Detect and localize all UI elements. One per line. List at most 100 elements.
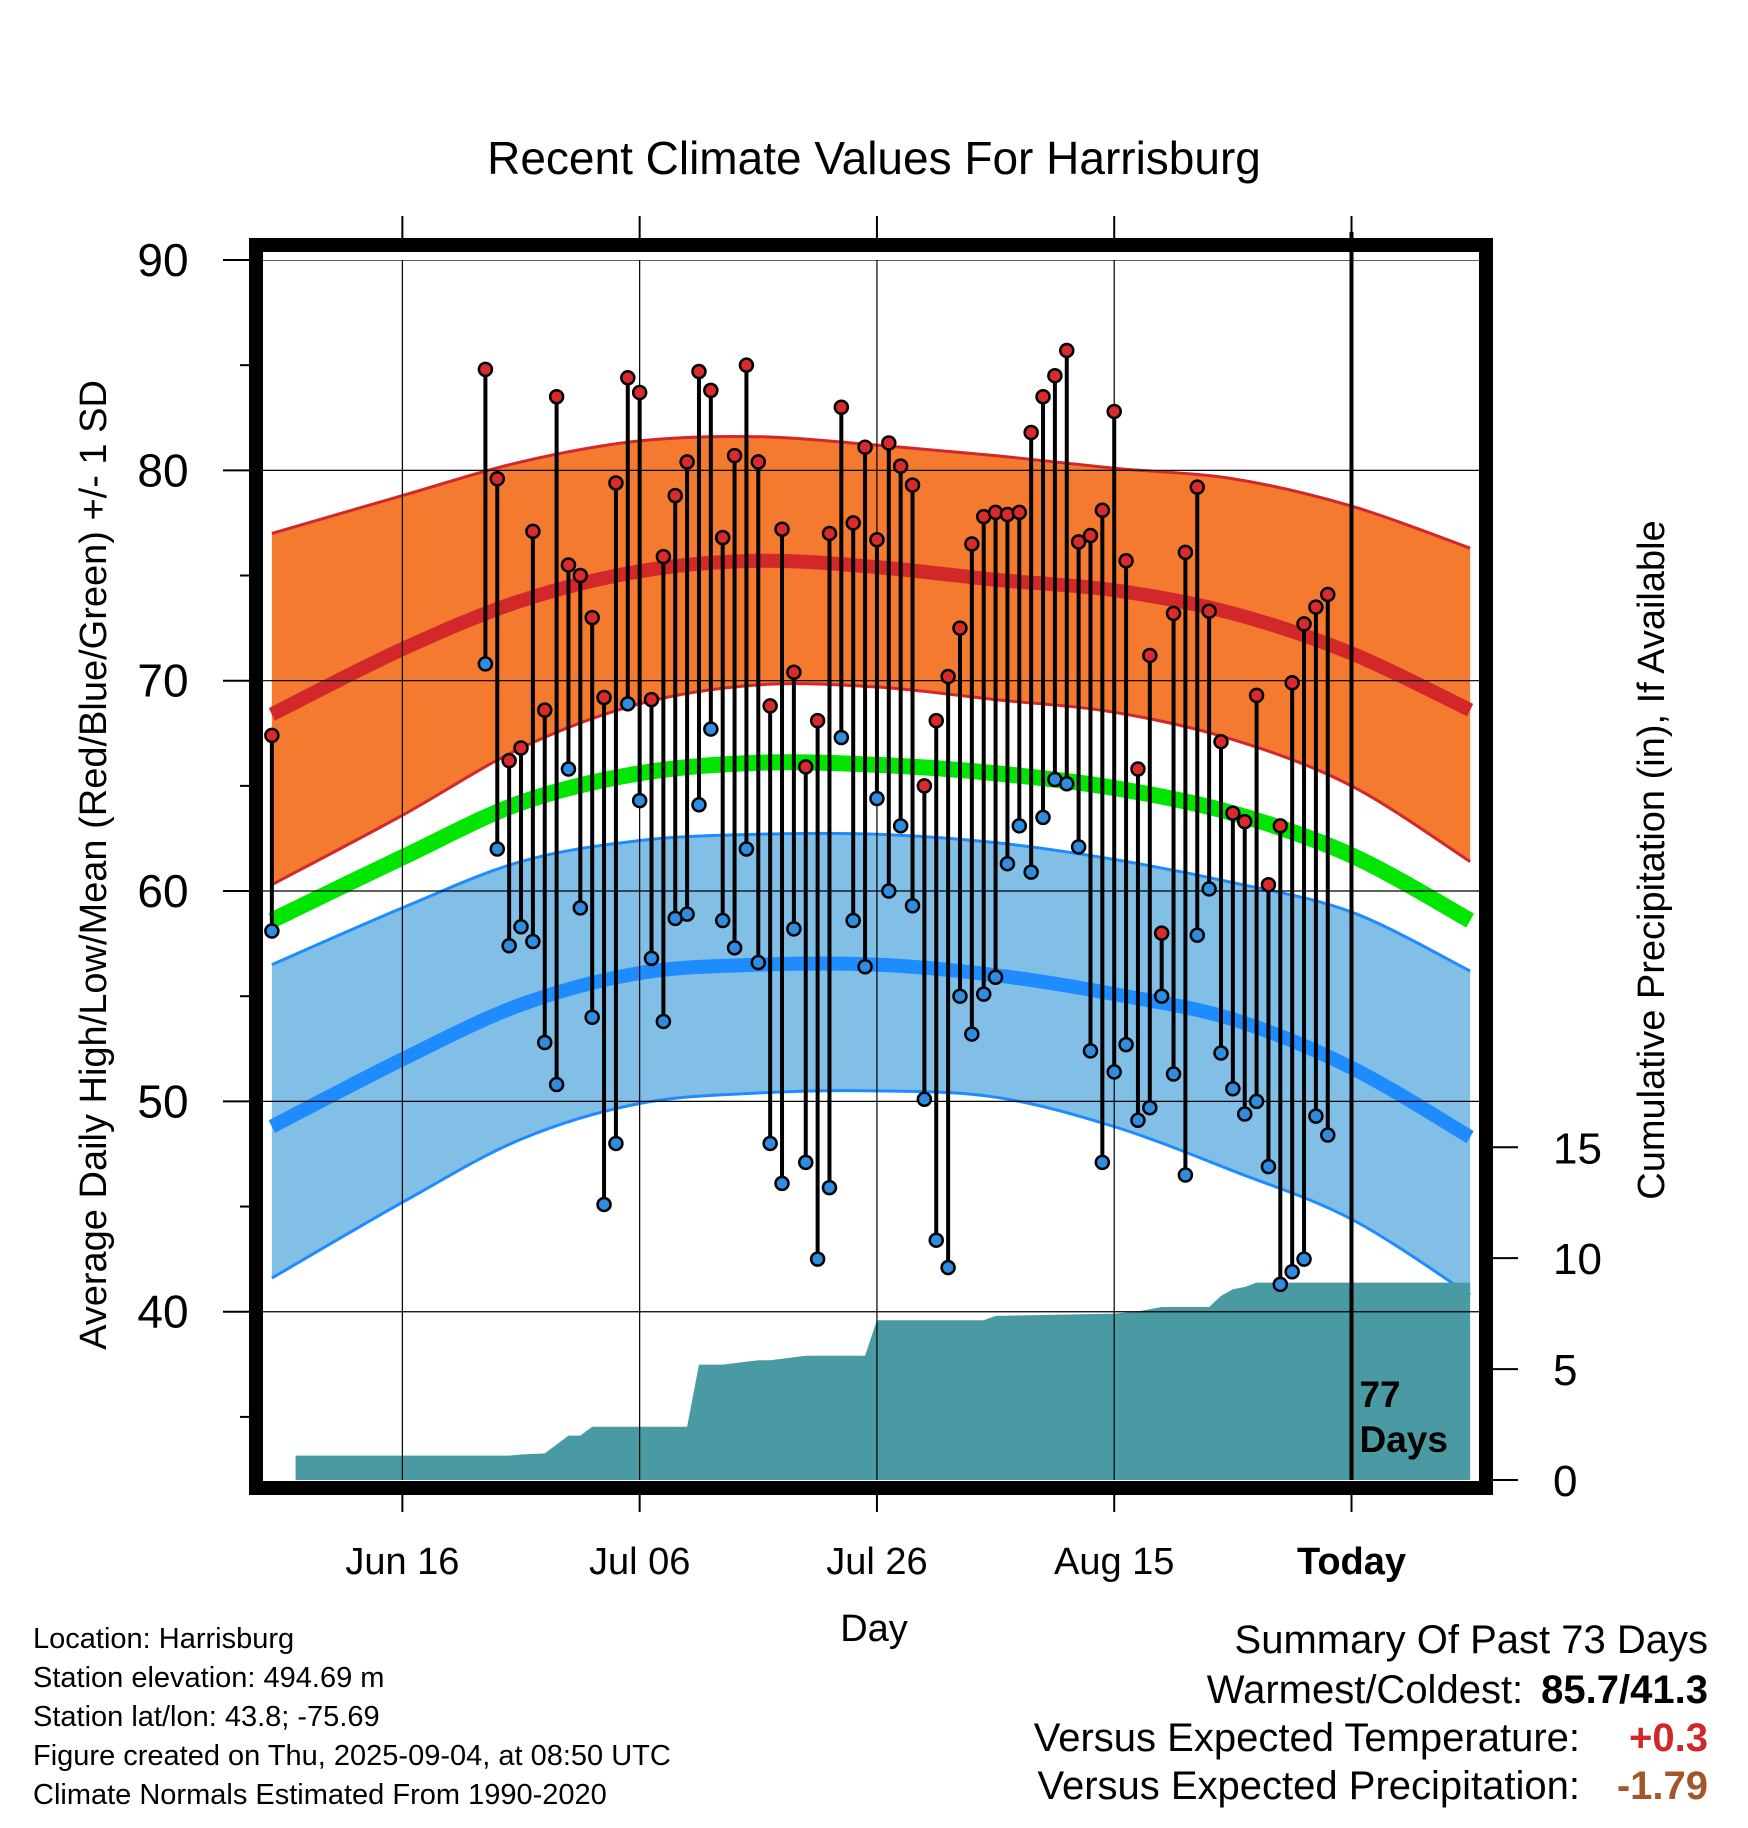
summary-heading: Summary Of Past 73 Days: [1234, 1618, 1708, 1662]
daily-high-point: [1296, 616, 1312, 632]
daily-low-point: [892, 818, 909, 834]
y-tick-label: 80: [137, 444, 188, 496]
daily-high-point: [1118, 553, 1134, 569]
y-tick-label: 90: [137, 234, 188, 286]
daily-low-point: [608, 1135, 624, 1152]
daily-high-point: [525, 523, 541, 540]
x-tick-label: Jul 26: [826, 1541, 927, 1583]
daily-low-point: [584, 1009, 600, 1025]
x-tick-label: Aug 15: [1054, 1541, 1174, 1583]
warmest-coldest-row: Warmest/Coldest: 85.7/41.3: [1034, 1666, 1708, 1714]
location-text: Location: Harrisburg: [33, 1623, 295, 1655]
cumulative-precip-area: [260, 1282, 1471, 1480]
latlon-text: Station lat/lon: 43.8; -75.69: [33, 1701, 380, 1733]
temp-anomaly-label: Versus Expected Temperature:: [1033, 1716, 1580, 1760]
daily-low-point: [738, 841, 755, 857]
daily-high-point: [821, 525, 838, 542]
daily-high-point: [1308, 599, 1324, 615]
daily-high-point: [857, 439, 873, 455]
daily-high-point: [1236, 813, 1253, 830]
daily-low-point: [869, 790, 885, 807]
daily-low-point: [1320, 1127, 1336, 1143]
daily-high-point: [1142, 647, 1158, 664]
daily-low-point: [821, 1179, 838, 1196]
x-axis-title: Day: [840, 1608, 908, 1650]
x-tick-label: Today: [1297, 1541, 1406, 1583]
daily-low-point: [940, 1259, 956, 1276]
chart-title: Recent Climate Values For Harrisburg: [487, 132, 1261, 184]
daily-high-point: [1260, 876, 1277, 893]
daily-high-point: [1272, 818, 1289, 834]
daily-high-point: [1165, 605, 1182, 622]
daily-low-point: [916, 1091, 933, 1108]
daily-low-point: [714, 912, 731, 929]
daily-high-point: [1059, 342, 1075, 359]
y2-tick-label: 15: [1553, 1124, 1602, 1173]
daily-low-point: [904, 898, 921, 914]
y2-axis-title: Cumulative Precipitation (in), If Availa…: [1631, 520, 1673, 1199]
daily-high-point: [1082, 527, 1099, 544]
daily-low-point: [1035, 809, 1051, 826]
daily-low-point: [489, 841, 506, 857]
daily-high-point: [264, 727, 280, 744]
daily-low-point: [655, 1013, 672, 1030]
daily-low-point: [1130, 1112, 1146, 1129]
daily-low-point: [833, 729, 850, 746]
days-count-label: 77: [1359, 1374, 1400, 1415]
daily-low-point: [987, 969, 1004, 986]
daily-low-point: [525, 933, 541, 950]
daily-low-point: [264, 923, 280, 939]
daily-low-point: [1225, 1081, 1241, 1097]
daily-low-point: [1023, 864, 1039, 880]
daily-low-point: [596, 1196, 612, 1213]
daily-low-point: [548, 1076, 565, 1093]
daily-low-point: [928, 1232, 945, 1248]
normals-text: Climate Normals Estimated From 1990-2020: [33, 1779, 607, 1811]
daily-high-point: [833, 399, 850, 415]
daily-high-point: [655, 548, 672, 565]
daily-high-point: [1213, 733, 1229, 750]
plot-area: [260, 260, 1482, 1480]
daily-low-point: [774, 1175, 790, 1192]
daily-low-point: [572, 900, 589, 916]
y2-tick-label: 0: [1553, 1457, 1577, 1506]
daily-high-point: [928, 712, 945, 729]
daily-high-point: [679, 454, 695, 470]
daily-high-point: [1248, 687, 1265, 704]
daily-low-point: [1272, 1276, 1289, 1293]
station-info: Location: Harrisburg Station elevation: …: [33, 1620, 671, 1815]
daily-low-point: [1296, 1251, 1312, 1267]
precip-anomaly-value: -1.79: [1616, 1764, 1708, 1808]
high-sd-band: [271, 436, 1471, 885]
daily-low-point: [513, 919, 529, 935]
summary-panel: Summary Of Past 73 Days Warmest/Coldest:…: [1034, 1614, 1708, 1810]
daily-low-point: [477, 656, 494, 672]
daily-high-point: [714, 529, 731, 546]
daily-low-point: [762, 1135, 778, 1152]
warmest-coldest-value: 85.7/41.3: [1541, 1668, 1708, 1712]
daily-high-point: [786, 664, 802, 681]
y2-tick-label: 10: [1553, 1235, 1602, 1284]
daily-low-point: [1082, 1043, 1099, 1059]
daily-low-point: [1142, 1099, 1158, 1116]
daily-low-point: [1070, 839, 1087, 855]
daily-low-point: [1260, 1158, 1277, 1175]
daily-high-point: [703, 382, 719, 399]
y-tick-label: 50: [137, 1075, 188, 1127]
plot-frame: [249, 238, 1493, 1495]
daily-low-point: [1248, 1093, 1265, 1110]
precip-anomaly-row: Versus Expected Precipitation: -1.79: [1034, 1762, 1708, 1810]
daily-high-point: [750, 454, 767, 470]
daily-high-point: [560, 557, 577, 573]
daily-high-point: [1153, 925, 1170, 941]
daily-high-point: [892, 458, 909, 474]
elevation-text: Station elevation: 494.69 m: [33, 1662, 385, 1694]
temp-anomaly-value: +0.3: [1629, 1716, 1708, 1760]
daily-high-point: [620, 370, 636, 386]
daily-high-point: [1094, 502, 1111, 519]
daily-low-point: [1189, 927, 1206, 943]
daily-low-point: [750, 954, 767, 971]
daily-low-point: [881, 883, 897, 899]
daily-low-point: [631, 792, 648, 809]
